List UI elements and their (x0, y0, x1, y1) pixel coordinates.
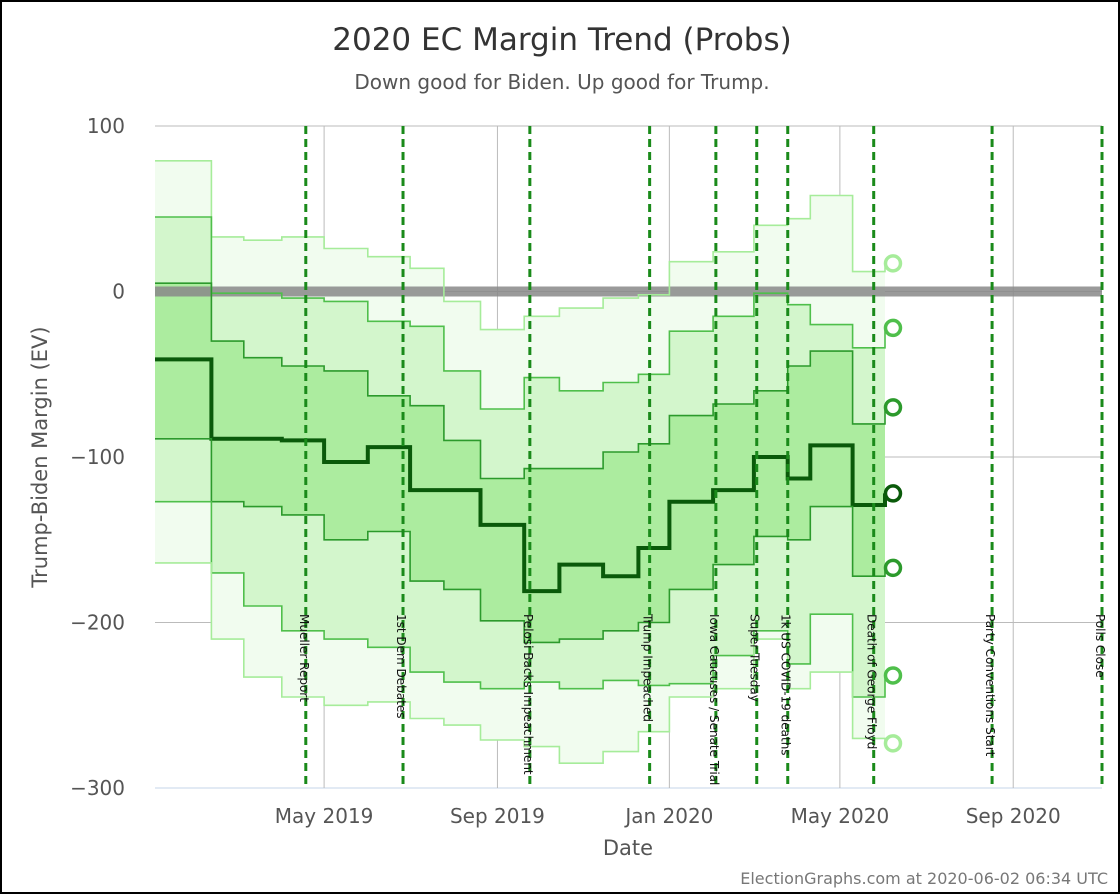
y-tick-label: −100 (70, 445, 125, 469)
x-tick-label: Sep 2020 (966, 804, 1061, 828)
series-line (155, 357, 887, 594)
chart-subtitle: Down good for Biden. Up good for Trump. (354, 70, 769, 94)
end-markers (883, 254, 903, 753)
x-tick-label: Sep 2019 (450, 804, 545, 828)
y-tick-label: −200 (70, 611, 125, 635)
probability-band (155, 283, 885, 643)
y-axis-title: Trump-Biden Margin (EV) (28, 326, 52, 588)
end-marker (883, 734, 903, 753)
x-tick-label: May 2019 (275, 804, 374, 828)
y-tick-label: 0 (112, 280, 125, 304)
x-axis-ticks: May 2019 Sep 2019 Jan 2020 May 2020 Sep 2020 (275, 804, 1061, 828)
end-marker (883, 558, 903, 578)
y-tick-label: −300 (70, 776, 125, 800)
event-label: Polls Close (1093, 614, 1107, 678)
event-label: Trump Impeached (641, 613, 655, 722)
event-markers: Mueller Report 1st Dem Debates Pelosi Back… (297, 126, 1107, 788)
end-marker (883, 318, 903, 338)
event-label: Iowa Caucuses / Senate Trial (707, 614, 721, 785)
event-label: 1st Dem Debates (394, 614, 408, 718)
event-label: Super Tuesday (748, 614, 762, 702)
event-label: Mueller Report (297, 614, 311, 702)
event-label: Pelosi Backs Impeachment (521, 614, 535, 775)
zero-line (155, 286, 1102, 297)
credit-text: ElectionGraphs.com at 2020-06-02 06:34 U… (740, 869, 1108, 888)
event-label: Party Conventions Start (983, 614, 997, 757)
zero-margin-band (155, 286, 1102, 297)
event-label: 1k US COVID-19 deaths (779, 614, 793, 756)
end-marker (883, 398, 903, 417)
end-marker (883, 666, 903, 685)
x-tick-label: Jan 2020 (623, 804, 713, 828)
chart-title: 2020 EC Margin Trend (Probs) (332, 22, 791, 58)
y-axis-ticks: 100 0 −100 −200 −300 (70, 114, 125, 800)
y-tick-label: 100 (87, 114, 125, 138)
end-marker (883, 484, 903, 503)
x-axis-title: Date (603, 836, 653, 860)
probability-bands (155, 160, 885, 764)
event-label: Death of George Floyd (865, 614, 879, 749)
x-tick-label: May 2020 (791, 804, 890, 828)
series-line (155, 438, 886, 644)
end-marker (883, 254, 903, 273)
